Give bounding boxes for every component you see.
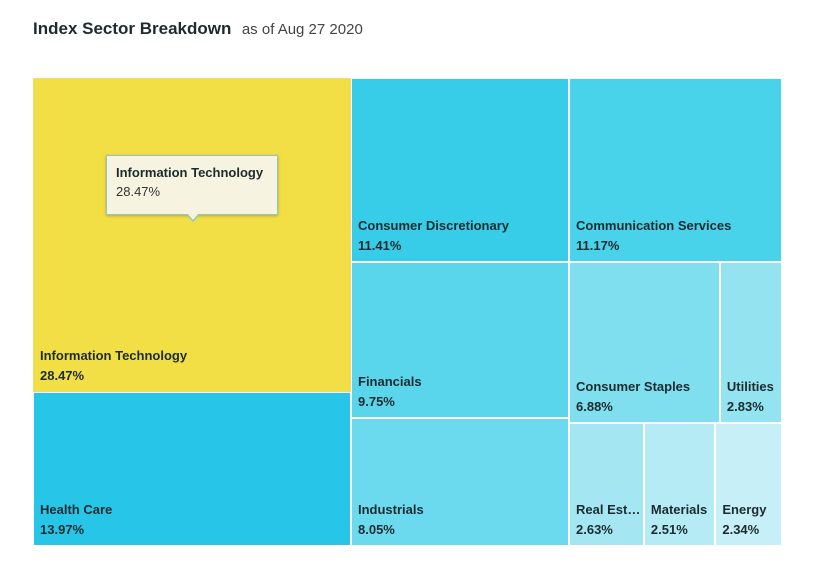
treemap-tile-financials[interactable]: Financials 9.75% — [351, 262, 569, 418]
tile-sector-value: 6.88% — [576, 399, 613, 414]
tile-sector-value: 13.97% — [40, 521, 85, 537]
treemap-tile-health-care[interactable]: Health Care 13.97% — [33, 391, 351, 546]
tile-sector-name: Consumer Discretionary — [358, 218, 509, 233]
chart-title: Index Sector Breakdown — [33, 19, 232, 38]
tile-sector-value: 11.41% — [358, 238, 402, 253]
tile-sector-value: 28.47% — [40, 367, 85, 383]
sector-tooltip: Information Technology 28.47% — [106, 155, 278, 222]
tile-sector-value: 2.63% — [576, 522, 613, 537]
tile-label: Materials 2.51% — [651, 500, 712, 540]
tile-sector-name: Energy — [722, 502, 767, 517]
tooltip-sector-name: Information Technology — [116, 165, 264, 180]
tile-sector-name: Financials — [358, 373, 422, 389]
treemap-tile-consumer-staples[interactable]: Consumer Staples 6.88% — [569, 262, 720, 423]
treemap-tile-energy[interactable]: Energy 2.34% — [715, 423, 782, 546]
tile-label: Real Esta... 2.63% — [576, 500, 641, 540]
tile-label: Industrials 8.05% — [358, 500, 566, 540]
treemap-tile-materials[interactable]: Materials 2.51% — [643, 423, 716, 546]
treemap-tile-industrials[interactable]: Industrials 8.05% — [351, 417, 569, 546]
tile-label: Consumer Discretionary 11.41% — [358, 216, 566, 256]
tile-label: Utilities 2.83% — [727, 377, 779, 417]
tile-label: Financials 9.75% — [358, 372, 566, 412]
tile-label: Consumer Staples 6.88% — [576, 377, 717, 417]
tile-sector-name: Health Care — [40, 501, 113, 517]
tile-label: Health Care 13.97% — [40, 500, 348, 540]
tile-sector-name: Real Esta... — [576, 502, 641, 517]
tile-sector-value: 8.05% — [358, 521, 395, 537]
treemap-tile-communication-services[interactable]: Communication Services 11.17% — [569, 78, 782, 262]
chart-subtitle: as of Aug 27 2020 — [241, 21, 363, 38]
treemap-tile-real-estate[interactable]: Real Esta... 2.63% — [569, 423, 644, 546]
tile-label: Communication Services 11.17% — [576, 216, 779, 256]
tile-sector-value: 11.17% — [576, 238, 620, 253]
tooltip-sector-value: 28.47% — [116, 184, 161, 199]
tile-sector-name: Materials — [650, 502, 708, 517]
tile-sector-name: Information Technology — [40, 347, 188, 363]
tile-sector-value: 2.34% — [722, 522, 760, 537]
treemap-tile-utilities[interactable]: Utilities 2.83% — [719, 262, 782, 423]
chart-header: Index Sector Breakdown as of Aug 27 2020 — [33, 19, 363, 39]
tile-sector-name: Consumer Staples — [576, 379, 691, 394]
tile-sector-name: Utilities — [726, 379, 774, 394]
tile-label: Information Technology 28.47% — [40, 346, 348, 386]
tile-sector-value: 2.83% — [726, 399, 764, 414]
tile-sector-name: Industrials — [358, 501, 424, 517]
tile-sector-value: 9.75% — [358, 393, 395, 409]
tile-sector-name: Communication Services — [576, 218, 732, 233]
tooltip-arrow-fill — [187, 213, 199, 220]
treemap-tile-information-technology[interactable]: Information Technology 28.47% — [33, 78, 351, 392]
tile-sector-value: 2.51% — [650, 522, 688, 537]
treemap-tile-consumer-discretionary[interactable]: Consumer Discretionary 11.41% — [351, 78, 569, 262]
tile-label: Energy 2.34% — [722, 500, 779, 540]
